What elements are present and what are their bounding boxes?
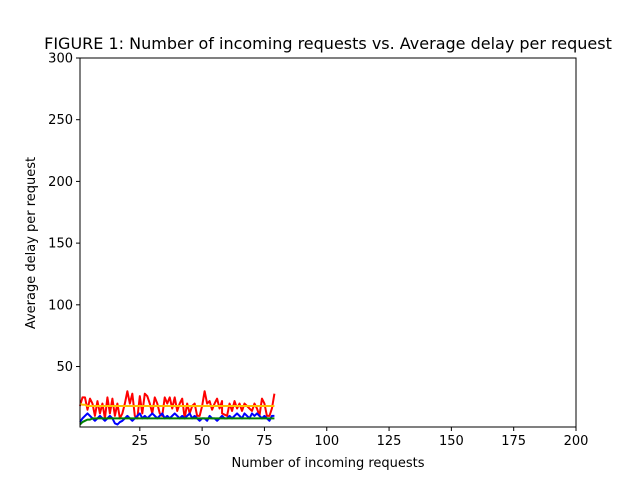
axes-frame [79, 57, 577, 428]
y-tick-label: 150 [48, 237, 73, 252]
x-ticks: 25 50 75 100 125 150 175 200 [132, 427, 589, 449]
y-tick-label: 200 [48, 175, 73, 190]
y-tick-label: 250 [48, 113, 73, 128]
x-tick-label: 25 [132, 434, 149, 449]
y-tick-label: 300 [48, 52, 73, 67]
chart-title: FIGURE 1: Number of incoming requests vs… [44, 34, 612, 53]
plot-area [80, 58, 576, 427]
x-tick-label: 200 [564, 434, 589, 449]
x-tick-label: 125 [377, 434, 402, 449]
x-tick-label: 75 [256, 434, 273, 449]
x-tick-label: 150 [439, 434, 464, 449]
series-line-3 [79, 417, 275, 426]
y-tick-label: 100 [48, 298, 73, 313]
y-tick-label: 50 [56, 360, 73, 375]
x-tick-label: 50 [194, 434, 211, 449]
series-layer [79, 390, 276, 426]
x-axis-label: Number of incoming requests [231, 456, 424, 471]
x-tick-label: 100 [314, 434, 339, 449]
y-ticks: 50 100 150 200 250 300 [48, 52, 80, 375]
series-line-1 [79, 390, 276, 420]
series-line-4 [79, 402, 275, 408]
x-tick-label: 175 [501, 434, 526, 449]
y-axis-label: Average delay per request [24, 157, 39, 329]
